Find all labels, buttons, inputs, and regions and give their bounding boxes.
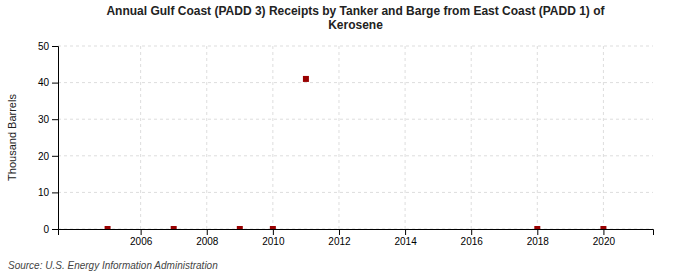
y-tick-mark xyxy=(52,229,58,230)
x-tick-mark xyxy=(141,229,142,235)
x-tick: 2020 xyxy=(593,229,616,247)
y-axis-line xyxy=(52,47,59,230)
title: Annual Gulf Coast (PADD 3) Receipts by T… xyxy=(106,4,605,32)
y-tick-label: 30 xyxy=(38,114,50,125)
x-tick-label: 2018 xyxy=(527,236,550,247)
x-grid-line xyxy=(537,46,538,229)
point xyxy=(171,226,177,229)
x-tick-mark xyxy=(471,229,472,235)
y-tick-mark xyxy=(52,156,58,157)
y-grid-line xyxy=(58,46,653,47)
y-axis: 0 10 20 30 40 50 xyxy=(38,41,59,235)
x-tick: 2008 xyxy=(196,229,219,247)
chart: 2006 2008 2010 2012 2014 2016 2018 2020 0 10 20 30 4… xyxy=(0,0,675,275)
x-tick: 2006 xyxy=(130,229,153,247)
y-tick-label: 20 xyxy=(38,151,50,162)
x-tick-mark xyxy=(207,229,208,235)
y-tick: 0 xyxy=(43,224,58,235)
y-grid-line xyxy=(58,82,653,83)
point xyxy=(600,226,606,229)
x-tick-mark xyxy=(537,229,538,235)
x-tick: 2014 xyxy=(394,229,417,247)
x-tick-mark xyxy=(603,229,604,235)
y-grid-line xyxy=(58,192,653,193)
y-tick: 50 xyxy=(38,41,58,52)
y-tick: 40 xyxy=(38,77,58,88)
x-grid-line xyxy=(272,46,273,229)
x-tick: 2018 xyxy=(527,229,550,247)
x-tick-label: 2010 xyxy=(262,236,285,247)
y-axis-title: Thousand Barrels xyxy=(6,94,18,181)
x-tick-label: 2016 xyxy=(461,236,484,247)
x-tick-mark xyxy=(339,229,340,235)
source: Source: U.S. Energy Information Administ… xyxy=(8,260,218,271)
y-grid-line xyxy=(58,119,653,120)
point xyxy=(534,226,540,229)
x-grid-line xyxy=(471,46,472,229)
points xyxy=(105,76,607,229)
x-grid-line xyxy=(603,46,604,229)
x-tick: 2016 xyxy=(461,229,484,247)
y-tick-label: 40 xyxy=(38,77,50,88)
x-tick-label: 2014 xyxy=(394,236,417,247)
x-axis-line xyxy=(59,230,654,236)
x-tick-mark xyxy=(405,229,406,235)
point xyxy=(237,226,243,229)
y-tick-label: 50 xyxy=(38,41,50,52)
y-tick: 10 xyxy=(38,187,58,198)
x-tick-mark xyxy=(273,229,274,235)
y-tick-label: 0 xyxy=(43,224,49,235)
y-tick-mark xyxy=(52,46,58,47)
x-tick-label: 2012 xyxy=(328,236,351,247)
grid xyxy=(58,46,653,229)
point xyxy=(270,226,276,229)
y-tick-mark xyxy=(52,119,58,120)
point xyxy=(303,76,309,82)
x-tick-label: 2008 xyxy=(196,236,219,247)
x-axis: 2006 2008 2010 2012 2014 2016 2018 2020 xyxy=(59,229,654,247)
point xyxy=(105,226,111,229)
x-tick: 2012 xyxy=(328,229,351,247)
x-grid-line xyxy=(338,46,339,229)
x-grid-line xyxy=(405,46,406,229)
x-tick-label: 2020 xyxy=(593,236,616,247)
x-grid-line xyxy=(206,46,207,229)
y-tick: 20 xyxy=(38,151,58,162)
y-tick-mark xyxy=(52,192,58,193)
y-grid-line xyxy=(58,155,653,156)
x-tick-label: 2006 xyxy=(130,236,153,247)
x-grid-line xyxy=(140,46,141,229)
y-tick-label: 10 xyxy=(38,187,50,198)
x-tick: 2010 xyxy=(262,229,285,247)
y-tick-mark xyxy=(52,83,58,84)
y-tick: 30 xyxy=(38,114,58,125)
